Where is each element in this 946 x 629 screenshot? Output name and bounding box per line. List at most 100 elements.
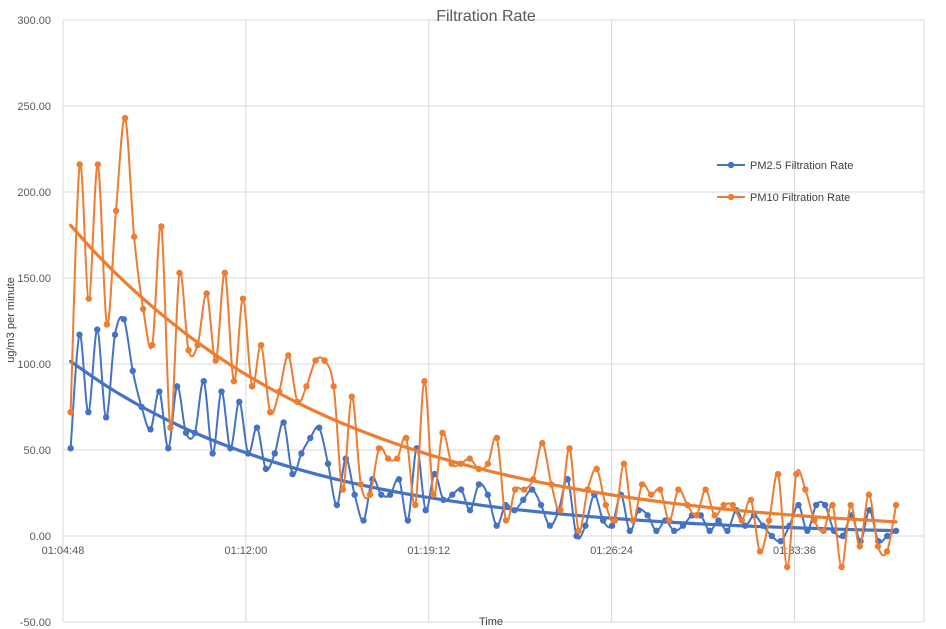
chart-title: Filtration Rate [436, 8, 536, 25]
pm10-point [393, 455, 401, 462]
pm25-point [759, 522, 767, 529]
legend-label: PM10 Filtration Rate [750, 192, 850, 204]
pm10-point [112, 207, 120, 215]
pm25-point [173, 383, 181, 390]
pm10-point [312, 357, 319, 364]
x-tick-label: 01:33:36 [773, 545, 816, 557]
pm10-point [829, 501, 836, 509]
pm10-point [276, 388, 283, 395]
pm10-point [330, 383, 337, 390]
pm25-point [351, 491, 358, 498]
pm10-point [294, 398, 301, 406]
pm25-point [812, 501, 820, 509]
pm10-point [892, 501, 900, 509]
pm10-point [76, 161, 83, 168]
pm25-point [182, 429, 190, 436]
pm10-point [847, 501, 854, 509]
x-tick-label: 01:12:00 [224, 545, 267, 557]
pm10-point [421, 378, 428, 385]
pm10-point [348, 393, 356, 400]
pm25-point [85, 408, 92, 416]
pm25-point [244, 450, 252, 457]
pm25-point [200, 378, 207, 385]
pm10-point [511, 486, 519, 493]
pm10-point [167, 424, 174, 431]
pm25-point [653, 527, 660, 535]
pm10-point [811, 517, 818, 524]
pm10-point [856, 543, 863, 550]
pm10-point [321, 357, 328, 364]
pm10-point [602, 501, 609, 509]
pm25-point [129, 367, 136, 375]
pm10-point [620, 460, 628, 467]
pm10-point [666, 517, 673, 524]
pm10-point [221, 269, 229, 277]
pm25-point [679, 522, 687, 529]
series-layer [67, 114, 900, 571]
pm25-point [280, 419, 287, 426]
pm10-point [793, 470, 800, 478]
pm25-point [599, 517, 607, 524]
pm25-point [457, 486, 465, 493]
legend-item-pm10: PM10 Filtration Rate [717, 192, 850, 204]
pm25-point [156, 388, 163, 395]
pm10-point [466, 455, 473, 462]
y-tick-label: 0.00 [30, 531, 51, 543]
pm10-point [557, 507, 564, 514]
pm25-point [892, 527, 900, 535]
pm10-point [384, 455, 392, 462]
pm25-series [67, 315, 900, 545]
pm10-point [883, 548, 891, 555]
pm10-point [820, 527, 827, 535]
pm10-point [747, 496, 755, 504]
pm10-point [475, 465, 483, 473]
pm10-point [212, 357, 219, 364]
pm10-point [448, 460, 455, 467]
pm10-point [94, 161, 102, 168]
pm10-point [838, 563, 845, 571]
pm25-point [102, 414, 110, 421]
pm10-point [139, 305, 147, 313]
pm25-point [236, 398, 243, 406]
y-tick-label: 150.00 [17, 273, 51, 285]
x-axis-title: Time [479, 616, 503, 628]
pm25-point [821, 501, 829, 509]
pm25-point [883, 532, 891, 540]
pm25-point [582, 522, 589, 529]
pm10-point [239, 295, 247, 302]
pm25-point [804, 527, 811, 535]
y-axis-ticks: 300.00 250.00 200.00 150.00 100.00 50.00 0.00 -… [17, 15, 51, 629]
pm10-point [720, 501, 727, 509]
pm10-point [756, 548, 764, 555]
pm25-point [768, 532, 775, 540]
pm25-point [644, 512, 651, 519]
legend-label: PM2.5 Filtration Rate [750, 160, 853, 172]
pm10-point [575, 527, 582, 535]
pm10-point [566, 445, 573, 452]
pm25-point [262, 465, 270, 473]
pm25-point [511, 507, 518, 514]
y-tick-label: 300.00 [17, 15, 51, 27]
pm25-point [333, 501, 341, 509]
pm25-point [422, 507, 429, 514]
legend-swatch-marker [727, 193, 735, 201]
pm10-point [403, 434, 410, 442]
pm10-point [657, 486, 664, 493]
x-tick-label: 01:19:12 [407, 545, 450, 557]
pm10-point [257, 341, 265, 349]
pm25-point [706, 527, 713, 535]
pm25-point [94, 326, 101, 333]
pm10-point [874, 543, 882, 550]
pm10-point [530, 476, 537, 483]
legend-item-pm25: PM2.5 Filtration Rate [717, 160, 853, 172]
x-tick-label: 01:26:24 [590, 545, 633, 557]
pm10-point [357, 481, 365, 488]
pm10-point [149, 341, 156, 349]
legend-swatch-marker [727, 161, 735, 169]
pm10-point [539, 439, 546, 447]
legend: PM2.5 Filtration Rate PM10 Filtration Rat… [717, 160, 853, 204]
pm25-point [866, 507, 873, 514]
pm10-point [729, 501, 736, 509]
y-axis-title: ug/m3 per minute [5, 277, 17, 363]
